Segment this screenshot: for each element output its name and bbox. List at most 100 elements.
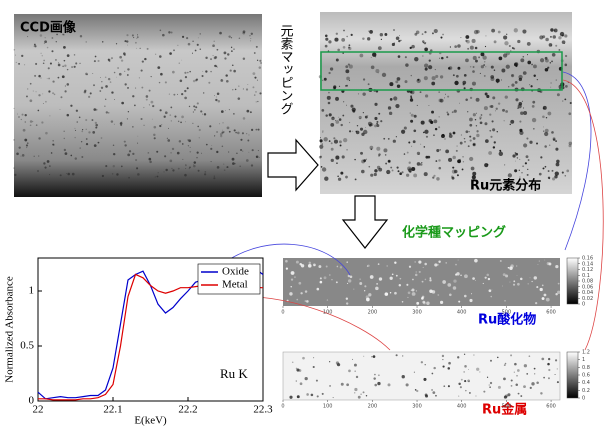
speckle bbox=[202, 71, 203, 72]
speckle bbox=[553, 137, 556, 140]
speckle bbox=[393, 140, 396, 143]
speckle bbox=[392, 273, 394, 275]
speckle bbox=[467, 48, 469, 50]
speckle bbox=[514, 372, 515, 373]
speckle bbox=[22, 114, 24, 116]
speckle bbox=[86, 129, 87, 130]
speckle bbox=[256, 46, 258, 48]
speckle bbox=[396, 37, 400, 41]
speckle bbox=[465, 35, 469, 39]
speckle bbox=[17, 114, 18, 115]
speckle bbox=[421, 121, 425, 125]
speckle bbox=[551, 45, 552, 46]
speckle bbox=[492, 120, 494, 122]
speckle bbox=[234, 129, 236, 131]
speckle bbox=[324, 276, 327, 279]
speckle bbox=[296, 261, 299, 264]
speckle bbox=[222, 146, 224, 148]
speckle bbox=[132, 153, 134, 155]
speckle bbox=[503, 35, 507, 39]
speckle bbox=[413, 129, 416, 132]
speckle bbox=[454, 45, 457, 48]
speckle bbox=[363, 391, 365, 393]
x-tick-label: 22.1 bbox=[103, 404, 122, 416]
speckle bbox=[460, 275, 462, 277]
speckle bbox=[74, 66, 76, 68]
speckle bbox=[499, 57, 503, 61]
speckle bbox=[117, 67, 119, 69]
speckle bbox=[552, 53, 556, 57]
speckle bbox=[458, 395, 459, 396]
speckle bbox=[252, 86, 254, 88]
speckle bbox=[220, 79, 223, 82]
speckle bbox=[515, 384, 518, 387]
speckle bbox=[447, 113, 449, 115]
speckle bbox=[151, 76, 152, 77]
speckle bbox=[154, 126, 157, 129]
speckle bbox=[354, 370, 355, 371]
speckle bbox=[34, 44, 36, 46]
speckle bbox=[14, 49, 16, 51]
speckle bbox=[510, 124, 512, 126]
speckle bbox=[223, 122, 224, 123]
speckle bbox=[340, 266, 342, 268]
speckle bbox=[86, 41, 87, 42]
speckle bbox=[184, 90, 186, 92]
speckle bbox=[405, 63, 408, 66]
speckle bbox=[291, 271, 295, 275]
speckle bbox=[510, 120, 514, 124]
speckle bbox=[438, 167, 441, 170]
speckle bbox=[187, 72, 189, 74]
speckle bbox=[320, 281, 323, 284]
speckle bbox=[81, 130, 83, 132]
speckle bbox=[456, 75, 459, 78]
speckle bbox=[34, 75, 36, 77]
speckle bbox=[239, 165, 241, 167]
speckle bbox=[47, 47, 49, 49]
speckle bbox=[544, 294, 547, 297]
speckle bbox=[412, 279, 414, 281]
speckle bbox=[410, 120, 413, 123]
speckle bbox=[328, 72, 330, 74]
speckle bbox=[414, 57, 418, 61]
speckle bbox=[149, 158, 152, 161]
speckle bbox=[289, 292, 292, 295]
speckle bbox=[213, 55, 214, 56]
speckle bbox=[432, 391, 435, 394]
speckle bbox=[433, 175, 435, 177]
x-tick-label: 22 bbox=[33, 404, 44, 416]
speckle bbox=[198, 170, 200, 172]
speckle bbox=[114, 124, 115, 125]
speckle bbox=[555, 148, 558, 151]
speckle bbox=[537, 79, 538, 80]
speckle bbox=[329, 274, 330, 275]
speckle bbox=[165, 111, 168, 114]
speckle bbox=[23, 129, 26, 132]
speckle bbox=[424, 263, 427, 266]
speckle bbox=[172, 169, 174, 171]
speckle bbox=[474, 259, 478, 263]
speckle bbox=[476, 98, 480, 102]
speckle bbox=[81, 156, 83, 158]
speckle bbox=[518, 393, 520, 395]
speckle bbox=[112, 173, 114, 175]
speckle bbox=[164, 155, 166, 157]
speckle bbox=[548, 377, 550, 379]
speckle bbox=[416, 271, 417, 272]
speckle bbox=[180, 80, 183, 83]
speckle bbox=[469, 136, 471, 138]
speckle bbox=[194, 109, 195, 110]
speckle bbox=[390, 292, 391, 293]
speckle bbox=[490, 360, 492, 362]
speckle bbox=[340, 172, 343, 175]
speckle bbox=[137, 143, 138, 144]
speckle bbox=[296, 380, 297, 381]
speckle bbox=[540, 288, 543, 291]
speckle bbox=[532, 101, 535, 104]
speckle bbox=[522, 29, 526, 33]
speckle bbox=[411, 114, 414, 117]
speckle bbox=[319, 156, 322, 159]
speckle bbox=[173, 49, 175, 51]
speckle bbox=[348, 370, 351, 373]
speckle bbox=[420, 91, 422, 93]
